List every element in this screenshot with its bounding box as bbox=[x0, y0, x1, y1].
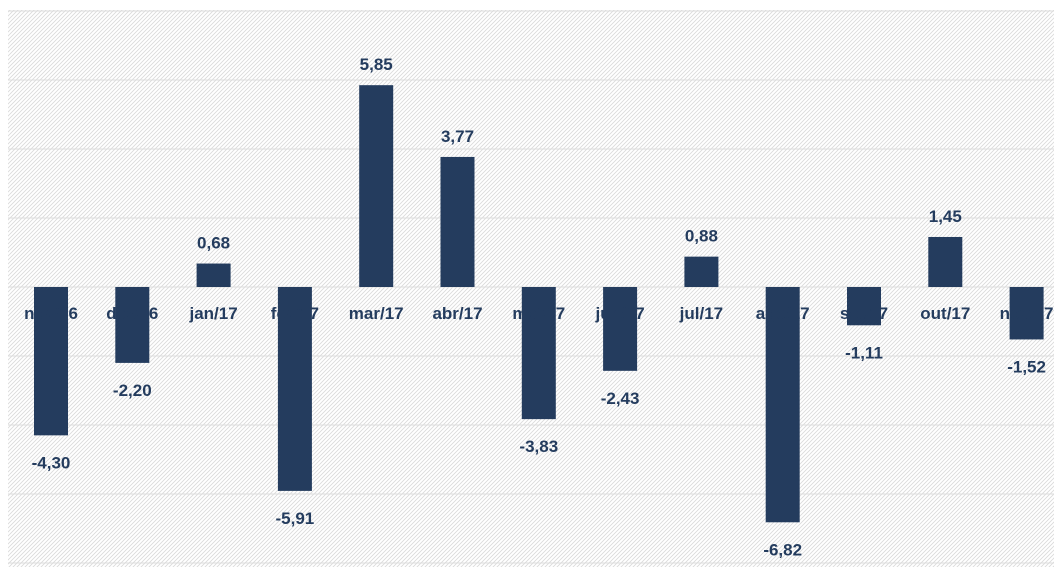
category-label: nov/16 bbox=[24, 304, 78, 323]
data-label: -5,91 bbox=[276, 509, 315, 528]
data-label: -1,52 bbox=[1007, 357, 1046, 376]
category-label: mai/17 bbox=[512, 304, 565, 323]
bars bbox=[34, 85, 1044, 523]
gridlines bbox=[8, 10, 1054, 564]
data-label: 0,88 bbox=[685, 227, 718, 246]
bar bbox=[847, 287, 881, 326]
category-label: mar/17 bbox=[349, 304, 404, 323]
category-label: set/17 bbox=[840, 304, 888, 323]
category-label: ago/17 bbox=[756, 304, 810, 323]
bar bbox=[277, 287, 312, 491]
data-label: 1,45 bbox=[929, 207, 962, 226]
category-label: nov/17 bbox=[1000, 304, 1054, 323]
data-label: -2,20 bbox=[113, 381, 152, 400]
data-label: 5,85 bbox=[360, 55, 393, 74]
bar bbox=[440, 156, 475, 287]
data-label: -6,82 bbox=[763, 540, 802, 559]
bar bbox=[359, 85, 394, 287]
data-label: 3,77 bbox=[441, 127, 474, 146]
data-label: -2,43 bbox=[601, 389, 640, 408]
data-label: -1,11 bbox=[845, 343, 883, 362]
data-labels: -4,30 -2,20 0,68 -5,91 5,85 3,77 -3,83 -2,43 0,8… bbox=[32, 55, 1046, 559]
bar bbox=[603, 287, 638, 371]
data-label: -3,83 bbox=[519, 437, 558, 456]
data-label: -4,30 bbox=[32, 453, 71, 472]
data-label: 0,68 bbox=[197, 234, 230, 253]
bar bbox=[928, 236, 963, 287]
category-label: abr/17 bbox=[432, 304, 482, 323]
category-label: fev/17 bbox=[271, 304, 319, 323]
category-label: jun/17 bbox=[595, 304, 645, 323]
category-label: out/17 bbox=[920, 304, 970, 323]
bar bbox=[196, 263, 231, 287]
category-labels: nov/16 dez/16 jan/17 fev/17 mar/17 abr/17 mai/… bbox=[24, 304, 1053, 323]
bar bbox=[765, 287, 800, 523]
bar bbox=[684, 256, 719, 287]
category-label: jul/17 bbox=[679, 304, 723, 323]
bar bbox=[1009, 287, 1044, 340]
bar bbox=[521, 287, 556, 420]
bar bbox=[34, 287, 68, 436]
category-label: dez/16 bbox=[106, 304, 158, 323]
bar bbox=[115, 287, 150, 363]
category-label: jan/17 bbox=[188, 304, 237, 323]
